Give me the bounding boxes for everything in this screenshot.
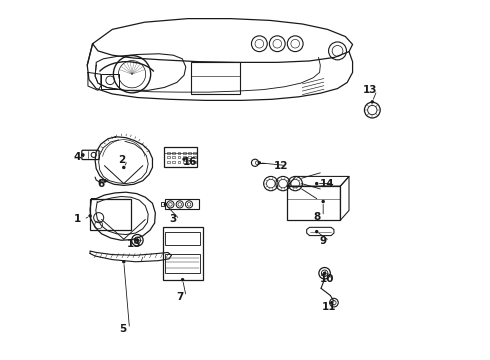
Bar bbox=[193, 156, 196, 158]
Bar bbox=[167, 156, 170, 158]
Text: 1: 1 bbox=[74, 215, 81, 224]
Circle shape bbox=[258, 162, 260, 164]
Text: 14: 14 bbox=[319, 179, 334, 189]
Text: 3: 3 bbox=[170, 215, 177, 224]
Circle shape bbox=[322, 201, 324, 203]
Text: 5: 5 bbox=[120, 324, 127, 334]
Circle shape bbox=[136, 239, 139, 241]
Bar bbox=[177, 156, 180, 158]
Circle shape bbox=[316, 183, 318, 185]
Bar bbox=[188, 161, 191, 163]
Circle shape bbox=[164, 203, 167, 206]
Text: 12: 12 bbox=[273, 161, 288, 171]
Bar bbox=[164, 147, 197, 167]
Bar bbox=[166, 199, 199, 210]
Text: 11: 11 bbox=[322, 302, 337, 312]
Bar bbox=[188, 156, 191, 158]
Text: 4: 4 bbox=[74, 152, 81, 162]
Bar bbox=[166, 231, 200, 245]
Bar bbox=[161, 202, 164, 206]
Circle shape bbox=[104, 180, 106, 182]
Circle shape bbox=[122, 166, 125, 168]
Text: 10: 10 bbox=[319, 274, 334, 284]
Bar bbox=[177, 152, 180, 154]
Circle shape bbox=[323, 272, 326, 274]
Bar bbox=[163, 226, 203, 280]
Bar bbox=[183, 156, 186, 158]
Circle shape bbox=[371, 101, 373, 103]
Bar bbox=[193, 152, 196, 154]
Circle shape bbox=[183, 158, 185, 160]
Bar bbox=[90, 199, 131, 230]
Bar bbox=[167, 152, 170, 154]
Bar bbox=[166, 253, 200, 273]
Text: 7: 7 bbox=[176, 292, 183, 302]
Text: 6: 6 bbox=[97, 179, 104, 189]
Circle shape bbox=[331, 302, 333, 304]
Bar bbox=[167, 161, 170, 163]
Circle shape bbox=[82, 154, 84, 156]
Circle shape bbox=[316, 230, 318, 233]
Text: 16: 16 bbox=[183, 157, 198, 167]
Bar bbox=[183, 152, 186, 154]
Bar bbox=[183, 161, 186, 163]
Bar bbox=[172, 152, 175, 154]
Text: 15: 15 bbox=[127, 239, 142, 249]
Bar bbox=[172, 156, 175, 158]
Circle shape bbox=[89, 215, 91, 217]
Circle shape bbox=[122, 261, 125, 263]
Text: 13: 13 bbox=[363, 85, 378, 95]
Bar bbox=[193, 161, 196, 163]
Bar bbox=[177, 161, 180, 163]
Circle shape bbox=[181, 279, 184, 281]
Bar bbox=[191, 62, 240, 94]
Bar bbox=[188, 152, 191, 154]
Bar bbox=[101, 74, 120, 89]
Bar bbox=[172, 161, 175, 163]
Text: 8: 8 bbox=[313, 212, 320, 221]
Bar bbox=[287, 186, 341, 220]
Text: 2: 2 bbox=[118, 155, 125, 165]
Text: 9: 9 bbox=[319, 236, 327, 246]
